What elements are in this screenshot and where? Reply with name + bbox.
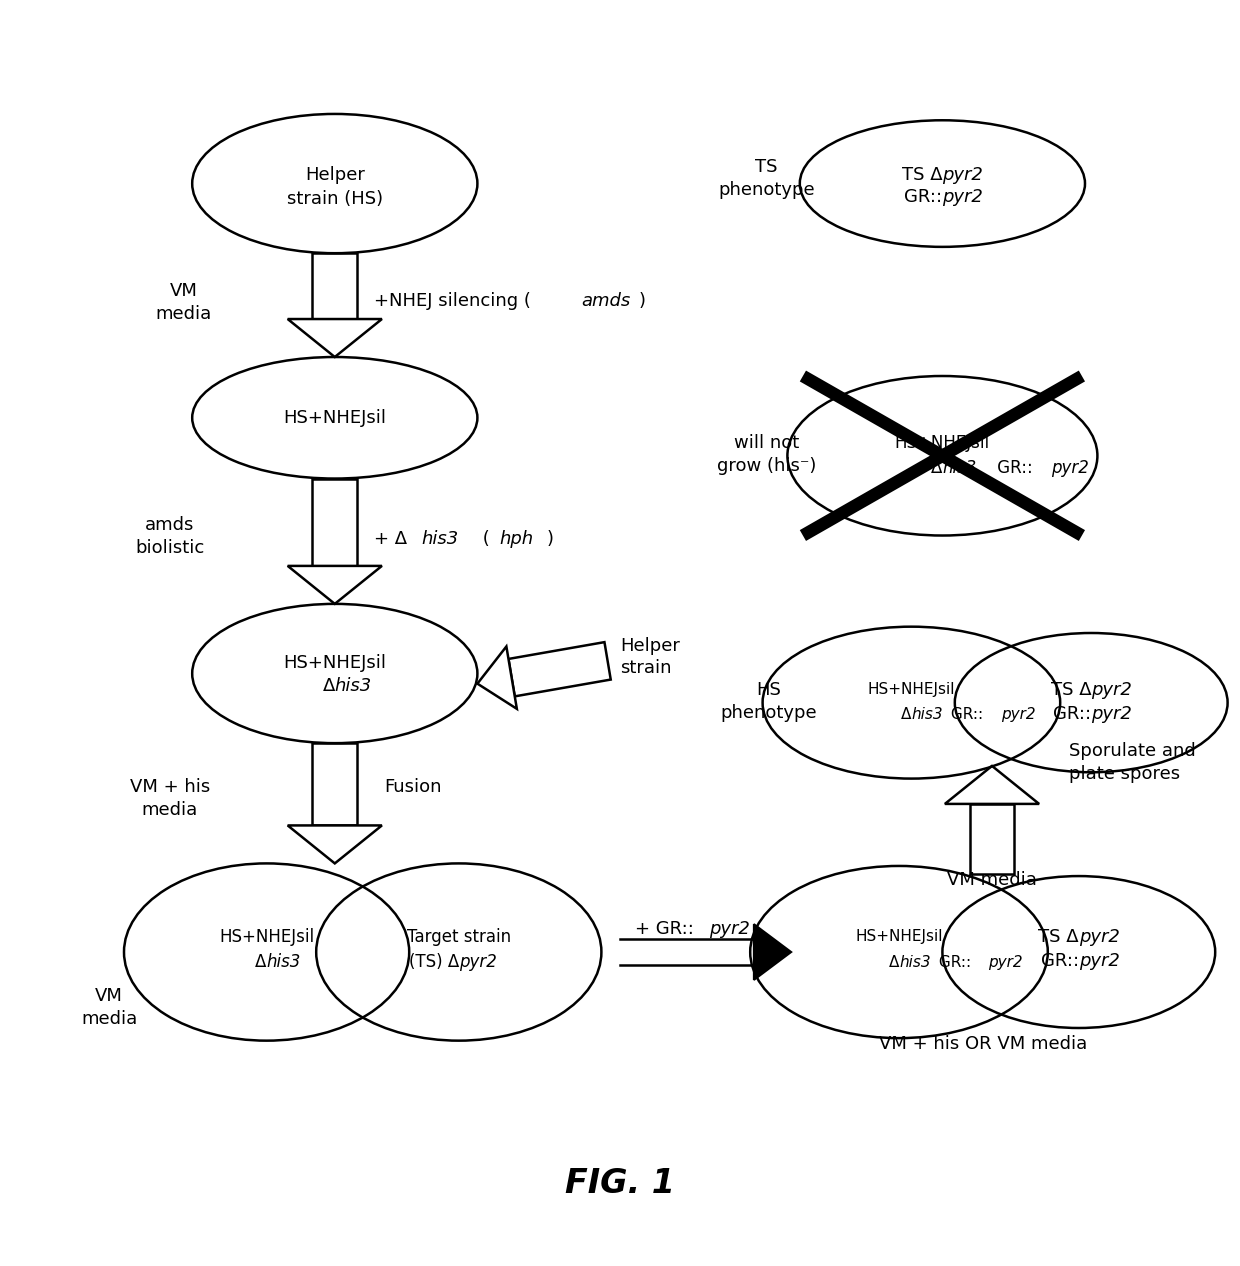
Text: amds: amds — [145, 517, 195, 534]
Text: phenotype: phenotype — [718, 181, 815, 199]
Text: strain (HS): strain (HS) — [286, 190, 383, 208]
Text: pyr2: pyr2 — [1091, 705, 1132, 723]
Text: will not: will not — [734, 434, 799, 452]
Text: his3: his3 — [942, 460, 977, 477]
Text: GR::: GR:: — [904, 189, 942, 206]
Text: grow (his⁻): grow (his⁻) — [717, 457, 816, 475]
Text: GR::: GR:: — [934, 955, 971, 970]
Text: Δ: Δ — [931, 460, 942, 477]
Polygon shape — [508, 642, 611, 696]
Text: TS Δ: TS Δ — [901, 166, 942, 184]
Text: +NHEJ silencing (: +NHEJ silencing ( — [374, 292, 532, 310]
Text: pyr2: pyr2 — [1052, 460, 1090, 477]
Text: media: media — [155, 305, 212, 323]
Text: ): ) — [639, 292, 646, 310]
Text: Sporulate and: Sporulate and — [1069, 742, 1195, 760]
Text: Helper: Helper — [620, 637, 680, 655]
Text: his3: his3 — [911, 706, 944, 722]
Text: (: ( — [477, 530, 490, 548]
Text: pyr2: pyr2 — [1091, 681, 1132, 699]
Text: GR::: GR:: — [946, 706, 983, 722]
Text: pyr2: pyr2 — [709, 920, 750, 938]
Text: strain: strain — [620, 660, 672, 677]
Text: pyr2: pyr2 — [942, 189, 983, 206]
Polygon shape — [970, 804, 1014, 874]
Text: HS+NHEJsil: HS+NHEJsil — [856, 929, 942, 944]
Text: HS: HS — [756, 681, 781, 699]
Polygon shape — [288, 319, 382, 357]
Text: Δ: Δ — [322, 677, 335, 695]
Text: GR::: GR:: — [1053, 705, 1091, 723]
Text: media: media — [81, 1010, 138, 1028]
Text: biolistic: biolistic — [135, 539, 205, 557]
Text: Δ: Δ — [889, 955, 899, 970]
Polygon shape — [754, 924, 791, 980]
Text: VM: VM — [170, 282, 197, 300]
Text: his3: his3 — [422, 530, 459, 548]
Text: his3: his3 — [267, 953, 301, 971]
Text: + Δ: + Δ — [374, 530, 408, 548]
Text: Fusion: Fusion — [384, 779, 441, 796]
Text: HS+NHEJsil: HS+NHEJsil — [283, 655, 387, 672]
Polygon shape — [945, 766, 1039, 804]
Text: Helper: Helper — [305, 166, 365, 184]
Text: Δ: Δ — [255, 953, 267, 971]
Text: pyr2: pyr2 — [988, 955, 1023, 970]
Polygon shape — [288, 825, 382, 863]
Text: (TS) Δ: (TS) Δ — [408, 953, 459, 971]
Text: Δ: Δ — [901, 706, 911, 722]
Text: VM: VM — [95, 987, 123, 1005]
Text: VM + his: VM + his — [130, 779, 210, 796]
Text: HS+NHEJsil: HS+NHEJsil — [283, 409, 387, 427]
Text: amds: amds — [582, 292, 631, 310]
Text: ): ) — [547, 530, 554, 548]
Text: HS+NHEJsil: HS+NHEJsil — [219, 928, 314, 946]
Polygon shape — [312, 743, 357, 825]
Text: TS Δ: TS Δ — [1038, 928, 1079, 946]
Text: VM media: VM media — [947, 871, 1037, 889]
Text: HS+NHEJsil: HS+NHEJsil — [895, 434, 990, 452]
Polygon shape — [477, 647, 517, 709]
Polygon shape — [288, 566, 382, 604]
Text: GR::: GR:: — [992, 460, 1033, 477]
Text: pyr2: pyr2 — [1001, 706, 1035, 722]
Text: pyr2: pyr2 — [459, 953, 497, 971]
Text: VM + his OR VM media: VM + his OR VM media — [879, 1036, 1087, 1053]
Text: TS: TS — [755, 158, 777, 176]
Text: FIG. 1: FIG. 1 — [565, 1167, 675, 1200]
Text: his3: his3 — [899, 955, 931, 970]
Polygon shape — [312, 479, 357, 566]
Text: + GR::: + GR:: — [635, 920, 693, 938]
Text: hph: hph — [500, 530, 534, 548]
Text: HS+NHEJsil: HS+NHEJsil — [868, 682, 955, 698]
Text: TS Δ: TS Δ — [1050, 681, 1091, 699]
Text: pyr2: pyr2 — [1079, 928, 1120, 946]
Text: media: media — [141, 801, 198, 819]
Text: GR::: GR:: — [1040, 952, 1079, 970]
Text: pyr2: pyr2 — [1079, 952, 1120, 970]
Text: his3: his3 — [335, 677, 372, 695]
Text: plate spores: plate spores — [1069, 765, 1180, 782]
Text: Target strain: Target strain — [407, 928, 511, 946]
Text: phenotype: phenotype — [720, 704, 817, 722]
Text: pyr2: pyr2 — [942, 166, 983, 184]
Polygon shape — [312, 253, 357, 319]
